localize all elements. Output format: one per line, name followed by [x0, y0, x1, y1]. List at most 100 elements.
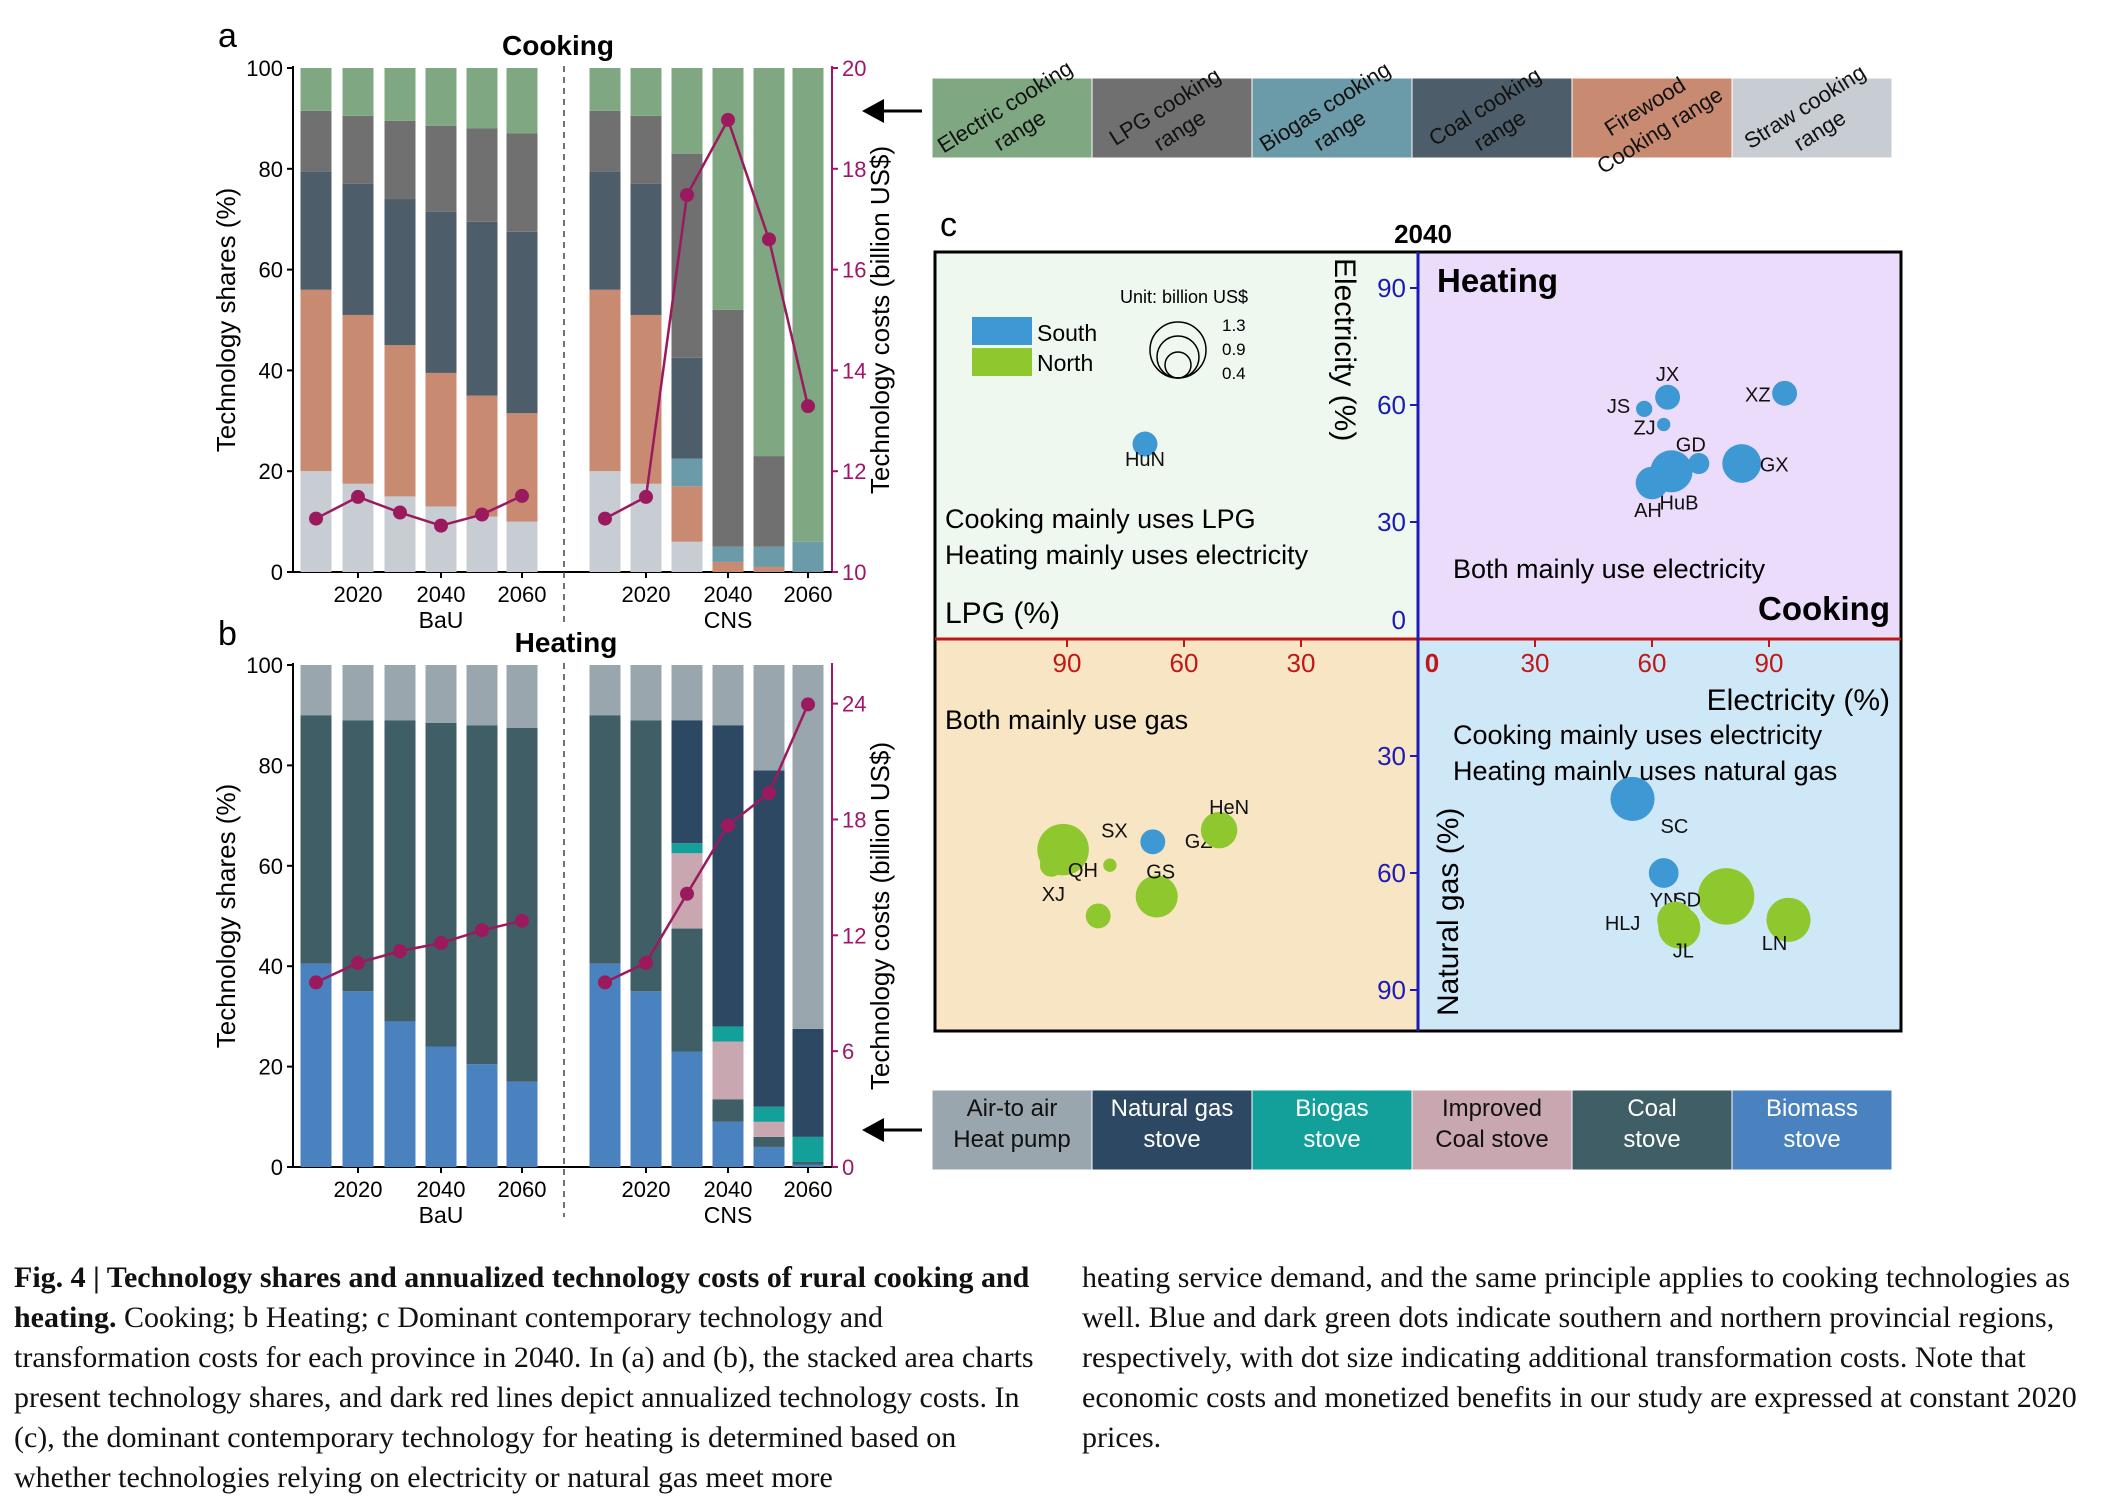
province-label: SX — [1101, 821, 1128, 843]
cost-point — [639, 955, 653, 970]
panel-c-letter: c — [940, 206, 957, 244]
y-tick-label: 60 — [259, 854, 283, 879]
x-tick-label: 2040 — [704, 1177, 753, 1202]
tick-right-label: 60 — [1638, 648, 1667, 678]
bar-segment — [466, 1064, 498, 1167]
legend-label: Heat pump — [953, 1126, 1070, 1153]
panel-a-letter: a — [218, 17, 237, 55]
bar-segment — [589, 110, 621, 172]
y-axis-label: Technology shares (%) — [211, 784, 241, 1048]
legend-swatch — [1411, 1089, 1573, 1171]
legend-size-circle-small — [1164, 351, 1192, 379]
bar-segment — [506, 133, 538, 232]
legend-swatch — [1091, 1089, 1253, 1171]
legend-label: Improved — [1442, 1095, 1542, 1122]
bar-segment — [630, 115, 662, 184]
bar-segment — [506, 68, 538, 134]
y2-tick-label: 24 — [842, 692, 866, 717]
legend-north-swatch — [972, 348, 1032, 376]
cost-point — [801, 399, 815, 414]
y-tick-label: 0 — [271, 1155, 283, 1180]
bar-segment — [466, 516, 498, 572]
y2-tick-label: 16 — [842, 258, 866, 283]
province-label: GS — [1146, 861, 1175, 883]
legend-label: stove — [1303, 1126, 1360, 1153]
legend-swatch — [1091, 77, 1253, 159]
bar-segment — [425, 1046, 457, 1167]
bar-segment — [384, 665, 416, 721]
caption-right: heating service demand, and the same pri… — [1082, 1261, 2077, 1454]
cost-line — [604, 116, 810, 520]
tick-up-label: 0 — [1392, 605, 1406, 635]
y-axis-label: Technology shares (%) — [211, 188, 241, 452]
bar-segment — [342, 720, 374, 992]
cost-point — [680, 188, 694, 203]
label-heating: Heating — [1437, 262, 1558, 299]
y-tick-label: 100 — [246, 653, 283, 678]
province-bubble — [1132, 431, 1158, 457]
cost-point — [434, 518, 448, 533]
quadrant-tr-text: Both mainly use electricity — [1453, 554, 1766, 584]
bar-segment — [342, 314, 374, 484]
legend-label: stove — [1623, 1126, 1680, 1153]
bar-segment — [712, 725, 744, 1027]
bar-segment — [425, 211, 457, 373]
y2-tick-label: 14 — [842, 358, 866, 383]
bar-segment — [506, 727, 538, 1082]
tick-right-label: 90 — [1755, 648, 1784, 678]
bar-segment — [792, 68, 824, 542]
bar-segment — [712, 1121, 744, 1167]
bar-segment — [384, 120, 416, 200]
arrow-head-icon — [862, 1118, 884, 1142]
bar-segment — [300, 171, 332, 290]
bar-segment — [671, 357, 703, 459]
bar-segment — [671, 153, 703, 358]
province-bubble — [1658, 906, 1701, 949]
y-tick-label: 40 — [259, 358, 283, 383]
cost-point — [762, 232, 776, 247]
group-label: BaU — [419, 1202, 464, 1228]
province-label: HuN — [1125, 449, 1165, 471]
cost-point — [680, 886, 694, 901]
legend-swatch — [1571, 77, 1733, 159]
x-tick-label: 2020 — [622, 1177, 671, 1202]
bar-segment — [753, 546, 785, 567]
quadrant-tl-text-2: Heating mainly uses electricity — [945, 540, 1309, 570]
bar-segment — [753, 665, 785, 771]
x-tick-label: 2060 — [784, 1177, 833, 1202]
legend-swatch — [1571, 1089, 1733, 1171]
cost-point — [598, 511, 612, 526]
axis-natural-gas: Natural gas (%) — [1432, 808, 1465, 1016]
bar-segment — [384, 720, 416, 1022]
legend-swatch — [1411, 77, 1573, 159]
bar-segment — [466, 221, 498, 396]
caption-left: Fig. 4 | Technology shares and annualize… — [14, 1258, 1049, 1498]
cooking-legend: Electric cookingrange LPG cookingrange Bio… — [862, 55, 1893, 179]
province-bubble — [1772, 380, 1798, 406]
group-label: BaU — [419, 607, 464, 633]
province-bubble — [1697, 868, 1755, 925]
x-tick-label: 2060 — [498, 1177, 547, 1202]
tick-down-label: 90 — [1377, 975, 1406, 1005]
province-label: HLJ — [1605, 913, 1641, 935]
province-label: HeN — [1209, 797, 1249, 819]
cost-point — [762, 786, 776, 801]
bar-segment — [671, 1051, 703, 1167]
province-bubble — [1648, 858, 1679, 888]
province-bubble — [1135, 875, 1178, 918]
province-label: ZJ — [1633, 418, 1655, 440]
tick-up-label: 60 — [1377, 390, 1406, 420]
bar-segment — [671, 486, 703, 542]
legend-label: stove — [1143, 1126, 1200, 1153]
bar-segment — [425, 125, 457, 212]
tick-right-label: 0 — [1425, 648, 1439, 678]
bar-segment — [384, 68, 416, 121]
bar-segment — [342, 665, 374, 721]
x-tick-label: 2040 — [417, 582, 466, 607]
bar-segment — [753, 456, 785, 547]
bar-segment — [792, 665, 824, 1029]
bar-segment — [466, 128, 498, 222]
